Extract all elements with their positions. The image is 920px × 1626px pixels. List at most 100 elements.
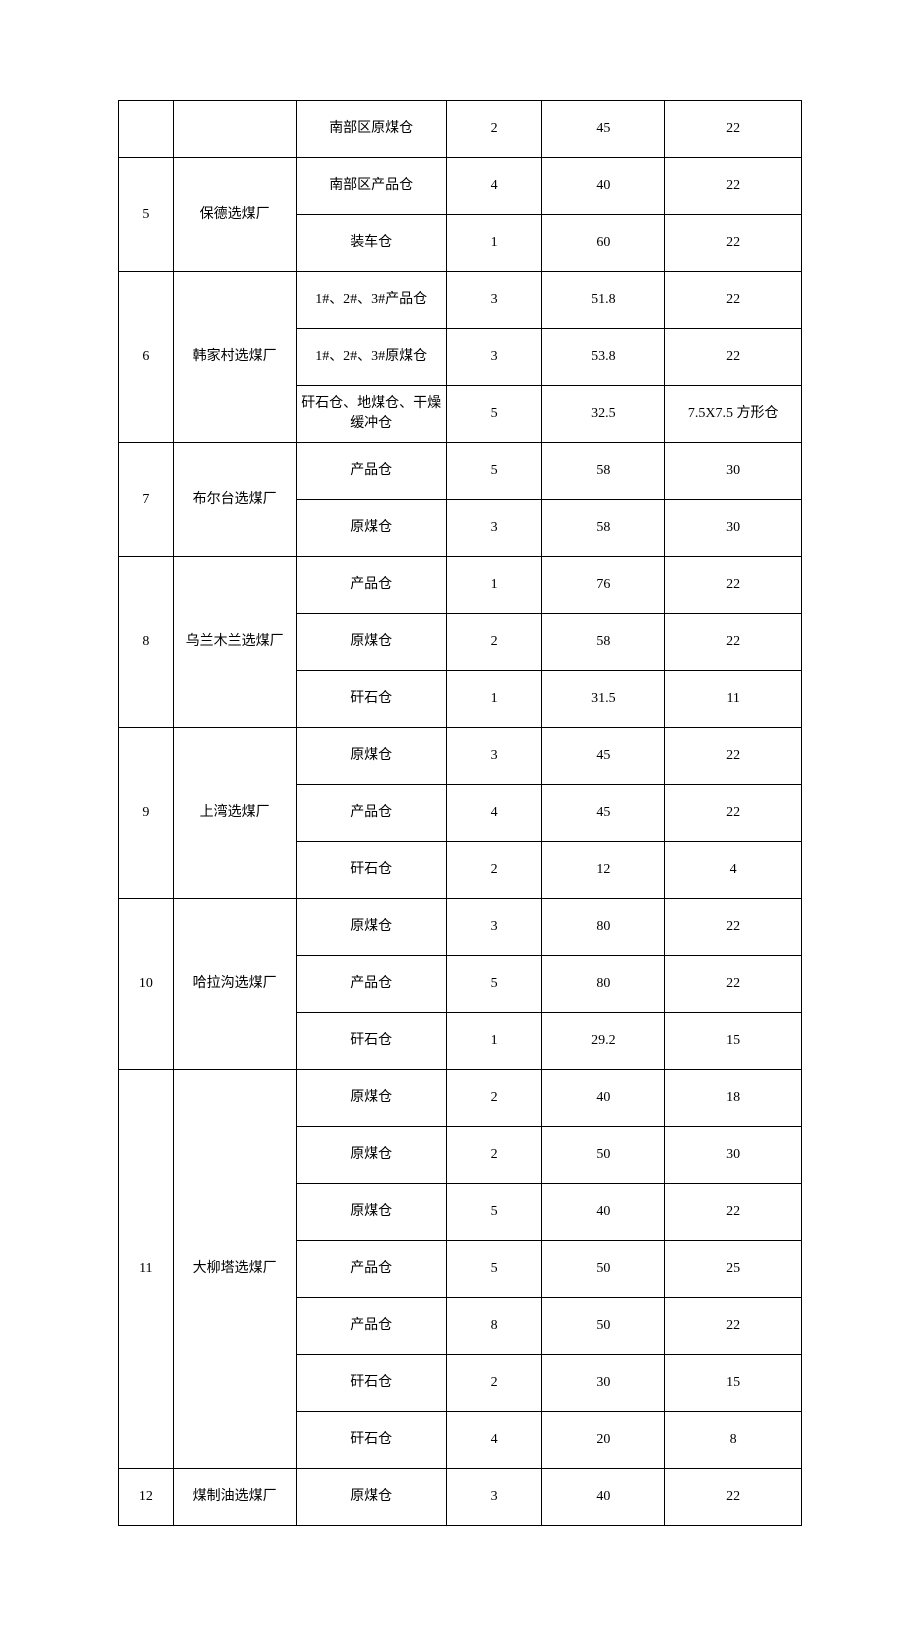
table-cell: 8 (665, 1412, 802, 1469)
table-cell: 5 (446, 1241, 542, 1298)
table-cell: 40 (542, 158, 665, 215)
table-cell: 8 (446, 1298, 542, 1355)
table-cell: 30 (542, 1355, 665, 1412)
table-cell: 45 (542, 101, 665, 158)
table-row: 南部区原煤仓24522 (119, 101, 802, 158)
table-cell: 原煤仓 (296, 1469, 446, 1526)
table-cell: 7.5X7.5 方形仓 (665, 386, 802, 443)
table-cell: 22 (665, 557, 802, 614)
table-cell: 11 (665, 671, 802, 728)
table-cell: 原煤仓 (296, 1070, 446, 1127)
table-cell: 22 (665, 158, 802, 215)
table-cell (119, 101, 174, 158)
table-cell: 4 (665, 842, 802, 899)
table-cell: 50 (542, 1127, 665, 1184)
table-cell: 2 (446, 1127, 542, 1184)
table-cell: 2 (446, 101, 542, 158)
table-cell: 5 (446, 956, 542, 1013)
table-cell: 煤制油选煤厂 (173, 1469, 296, 1526)
table-cell: 50 (542, 1298, 665, 1355)
table-cell: 40 (542, 1070, 665, 1127)
table-cell: 53.8 (542, 329, 665, 386)
table-cell: 原煤仓 (296, 614, 446, 671)
table-row: 11大柳塔选煤厂原煤仓24018 (119, 1070, 802, 1127)
table-cell: 12 (542, 842, 665, 899)
table-cell: 22 (665, 956, 802, 1013)
table-row: 5保德选煤厂南部区产品仓44022 (119, 158, 802, 215)
table-cell: 原煤仓 (296, 899, 446, 956)
table-cell: 南部区原煤仓 (296, 101, 446, 158)
table-cell: 4 (446, 158, 542, 215)
table-cell: 50 (542, 1241, 665, 1298)
table-cell: 31.5 (542, 671, 665, 728)
table-body: 南部区原煤仓245225保德选煤厂南部区产品仓44022装车仓160226韩家村… (119, 101, 802, 1526)
table-cell: 4 (446, 1412, 542, 1469)
table-cell: 5 (446, 1184, 542, 1241)
table-cell: 3 (446, 329, 542, 386)
table-cell: 1 (446, 215, 542, 272)
table-cell: 哈拉沟选煤厂 (173, 899, 296, 1070)
data-table: 南部区原煤仓245225保德选煤厂南部区产品仓44022装车仓160226韩家村… (118, 100, 802, 1526)
table-cell: 58 (542, 500, 665, 557)
table-cell: 5 (446, 443, 542, 500)
table-cell: 8 (119, 557, 174, 728)
table-cell (173, 101, 296, 158)
table-cell: 25 (665, 1241, 802, 1298)
table-cell: 1#、2#、3#产品仓 (296, 272, 446, 329)
table-cell: 58 (542, 614, 665, 671)
table-cell: 1 (446, 1013, 542, 1070)
table-cell: 矸石仓、地煤仓、干燥缓冲仓 (296, 386, 446, 443)
table-cell: 3 (446, 728, 542, 785)
table-cell: 45 (542, 728, 665, 785)
table-cell: 矸石仓 (296, 1355, 446, 1412)
table-row: 10哈拉沟选煤厂原煤仓38022 (119, 899, 802, 956)
table-cell: 产品仓 (296, 785, 446, 842)
table-cell: 3 (446, 272, 542, 329)
table-cell: 韩家村选煤厂 (173, 272, 296, 443)
table-cell: 装车仓 (296, 215, 446, 272)
table-cell: 5 (446, 386, 542, 443)
table-cell: 1#、2#、3#原煤仓 (296, 329, 446, 386)
table-cell: 7 (119, 443, 174, 557)
table-cell: 32.5 (542, 386, 665, 443)
table-cell: 5 (119, 158, 174, 272)
table-cell: 南部区产品仓 (296, 158, 446, 215)
table-cell: 4 (446, 785, 542, 842)
table-cell: 矸石仓 (296, 1412, 446, 1469)
table-cell: 产品仓 (296, 956, 446, 1013)
table-cell: 18 (665, 1070, 802, 1127)
table-cell: 22 (665, 614, 802, 671)
table-cell: 2 (446, 1355, 542, 1412)
table-cell: 6 (119, 272, 174, 443)
table-cell: 30 (665, 500, 802, 557)
table-cell: 保德选煤厂 (173, 158, 296, 272)
table-cell: 原煤仓 (296, 728, 446, 785)
table-row: 7布尔台选煤厂产品仓55830 (119, 443, 802, 500)
table-cell: 上湾选煤厂 (173, 728, 296, 899)
table-cell: 2 (446, 614, 542, 671)
table-cell: 原煤仓 (296, 1127, 446, 1184)
table-cell: 20 (542, 1412, 665, 1469)
table-cell: 9 (119, 728, 174, 899)
table-cell: 2 (446, 1070, 542, 1127)
table-cell: 产品仓 (296, 443, 446, 500)
table-cell: 22 (665, 101, 802, 158)
table-cell: 22 (665, 899, 802, 956)
table-cell: 3 (446, 500, 542, 557)
table-cell: 76 (542, 557, 665, 614)
table-cell: 1 (446, 557, 542, 614)
table-cell: 58 (542, 443, 665, 500)
table-cell: 矸石仓 (296, 671, 446, 728)
table-cell: 1 (446, 671, 542, 728)
table-cell: 30 (665, 443, 802, 500)
table-cell: 原煤仓 (296, 500, 446, 557)
table-cell: 3 (446, 899, 542, 956)
table-cell: 2 (446, 842, 542, 899)
table-row: 12煤制油选煤厂原煤仓34022 (119, 1469, 802, 1526)
table-cell: 10 (119, 899, 174, 1070)
table-cell: 22 (665, 1184, 802, 1241)
table-row: 9上湾选煤厂原煤仓34522 (119, 728, 802, 785)
table-cell: 原煤仓 (296, 1184, 446, 1241)
table-cell: 乌兰木兰选煤厂 (173, 557, 296, 728)
table-cell: 80 (542, 899, 665, 956)
